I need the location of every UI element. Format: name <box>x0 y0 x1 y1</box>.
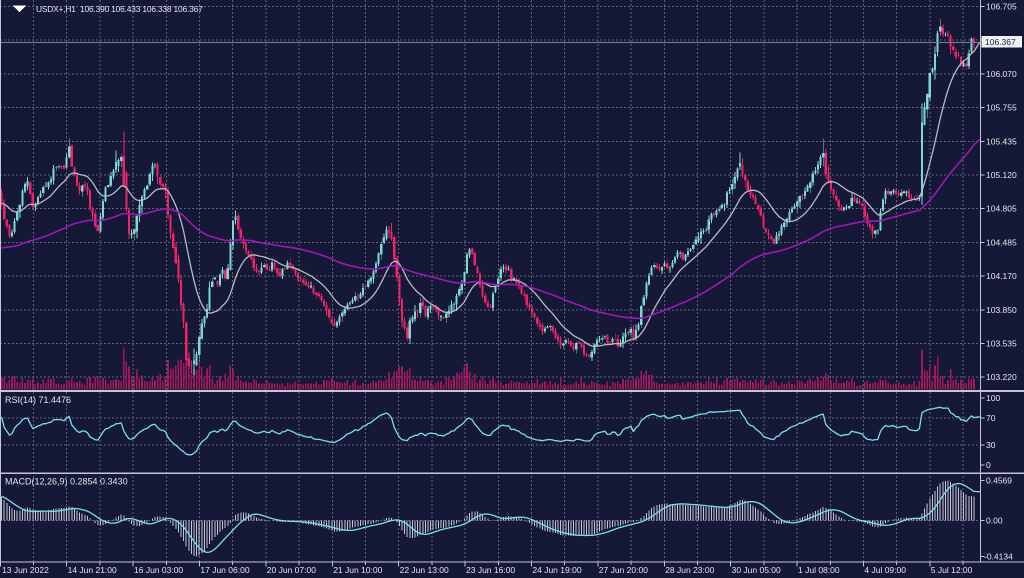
svg-text:21 Jun 10:00: 21 Jun 10:00 <box>333 565 382 575</box>
svg-text:0.4569: 0.4569 <box>986 476 1012 486</box>
svg-text:0.00: 0.00 <box>986 516 1003 526</box>
svg-text:104.170: 104.170 <box>986 271 1017 281</box>
svg-text:106.705: 106.705 <box>986 1 1017 11</box>
svg-text:4 Jul 09:00: 4 Jul 09:00 <box>864 565 906 575</box>
svg-text:106.070: 106.070 <box>986 69 1017 79</box>
svg-text:106.367: 106.367 <box>985 37 1016 47</box>
svg-text:22 Jun 13:00: 22 Jun 13:00 <box>400 565 449 575</box>
svg-text:105.120: 105.120 <box>986 170 1017 180</box>
svg-text:27 Jun 20:00: 27 Jun 20:00 <box>599 565 648 575</box>
svg-text:20 Jun 07:00: 20 Jun 07:00 <box>267 565 316 575</box>
svg-text:104.485: 104.485 <box>986 238 1017 248</box>
svg-text:USDX+,H1 106.390 106.433 106.: USDX+,H1 106.390 106.433 106.338 106.367 <box>36 4 203 14</box>
svg-text:MACD(12,26,9) 0.2854 0.3430: MACD(12,26,9) 0.2854 0.3430 <box>5 477 128 487</box>
svg-text:28 Jun 23:00: 28 Jun 23:00 <box>665 565 714 575</box>
svg-text:105.435: 105.435 <box>986 136 1017 146</box>
svg-text:105.755: 105.755 <box>986 102 1017 112</box>
svg-text:14 Jun 21:00: 14 Jun 21:00 <box>68 565 117 575</box>
svg-text:16 Jun 03:00: 16 Jun 03:00 <box>134 565 183 575</box>
svg-text:1 Jul 08:00: 1 Jul 08:00 <box>798 565 840 575</box>
svg-text:23 Jun 16:00: 23 Jun 16:00 <box>466 565 515 575</box>
svg-text:103.535: 103.535 <box>986 339 1017 349</box>
svg-text:17 Jun 06:00: 17 Jun 06:00 <box>200 565 249 575</box>
svg-text:100: 100 <box>986 393 1000 403</box>
svg-text:5 Jul 12:00: 5 Jul 12:00 <box>931 565 973 575</box>
svg-text:103.850: 103.850 <box>986 305 1017 315</box>
svg-text:RSI(14) 71.4476: RSI(14) 71.4476 <box>5 395 71 405</box>
svg-text:103.220: 103.220 <box>986 372 1017 382</box>
svg-text:0: 0 <box>986 460 991 470</box>
svg-text:70: 70 <box>986 413 996 423</box>
svg-text:30: 30 <box>986 440 996 450</box>
svg-text:30 Jun 05:00: 30 Jun 05:00 <box>732 565 781 575</box>
svg-text:104.805: 104.805 <box>986 203 1017 213</box>
svg-text:24 Jun 19:00: 24 Jun 19:00 <box>532 565 581 575</box>
svg-text:-0.4134: -0.4134 <box>984 552 1013 562</box>
svg-text:13 Jun 2022: 13 Jun 2022 <box>2 565 49 575</box>
